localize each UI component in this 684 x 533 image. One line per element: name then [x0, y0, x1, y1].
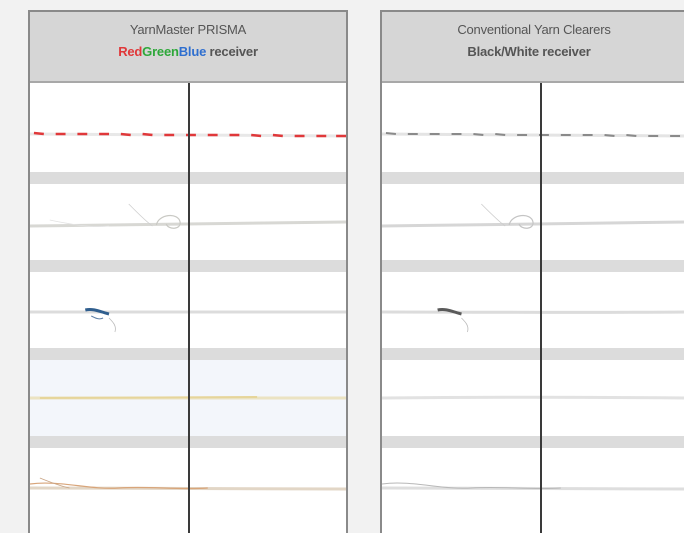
conventional-header: Conventional Yarn Clearers Black/White r… — [382, 12, 684, 83]
subtitle-blue: Blue — [178, 44, 207, 59]
prisma-center-line — [188, 83, 190, 533]
prisma-header: YarnMaster PRISMA RedGreenBlue receiver — [30, 12, 346, 83]
prisma-title: YarnMaster PRISMA — [129, 22, 247, 37]
yarn-strip-dark-fleck — [382, 272, 684, 348]
yarn-strip-faint — [382, 360, 684, 436]
conventional-panel: Conventional Yarn Clearers Black/White r… — [380, 10, 684, 533]
subtitle-green: Green — [142, 44, 179, 59]
prisma-panel: YarnMaster PRISMA RedGreenBlue receiver — [28, 10, 348, 533]
subtitle-red: Red — [118, 44, 143, 59]
yarn-strip-grey-hairy — [382, 448, 684, 524]
conventional-title: Conventional Yarn Clearers — [457, 22, 611, 37]
yarn-strip-grey-twist — [382, 96, 684, 172]
conventional-subtitle: Black/White receiver — [467, 44, 591, 59]
conventional-center-line — [540, 83, 542, 533]
yarn-strip-loop-bw — [382, 184, 684, 260]
prisma-subtitle: RedGreenBlue receiver — [30, 44, 346, 60]
subtitle-rest: receiver — [206, 44, 258, 59]
